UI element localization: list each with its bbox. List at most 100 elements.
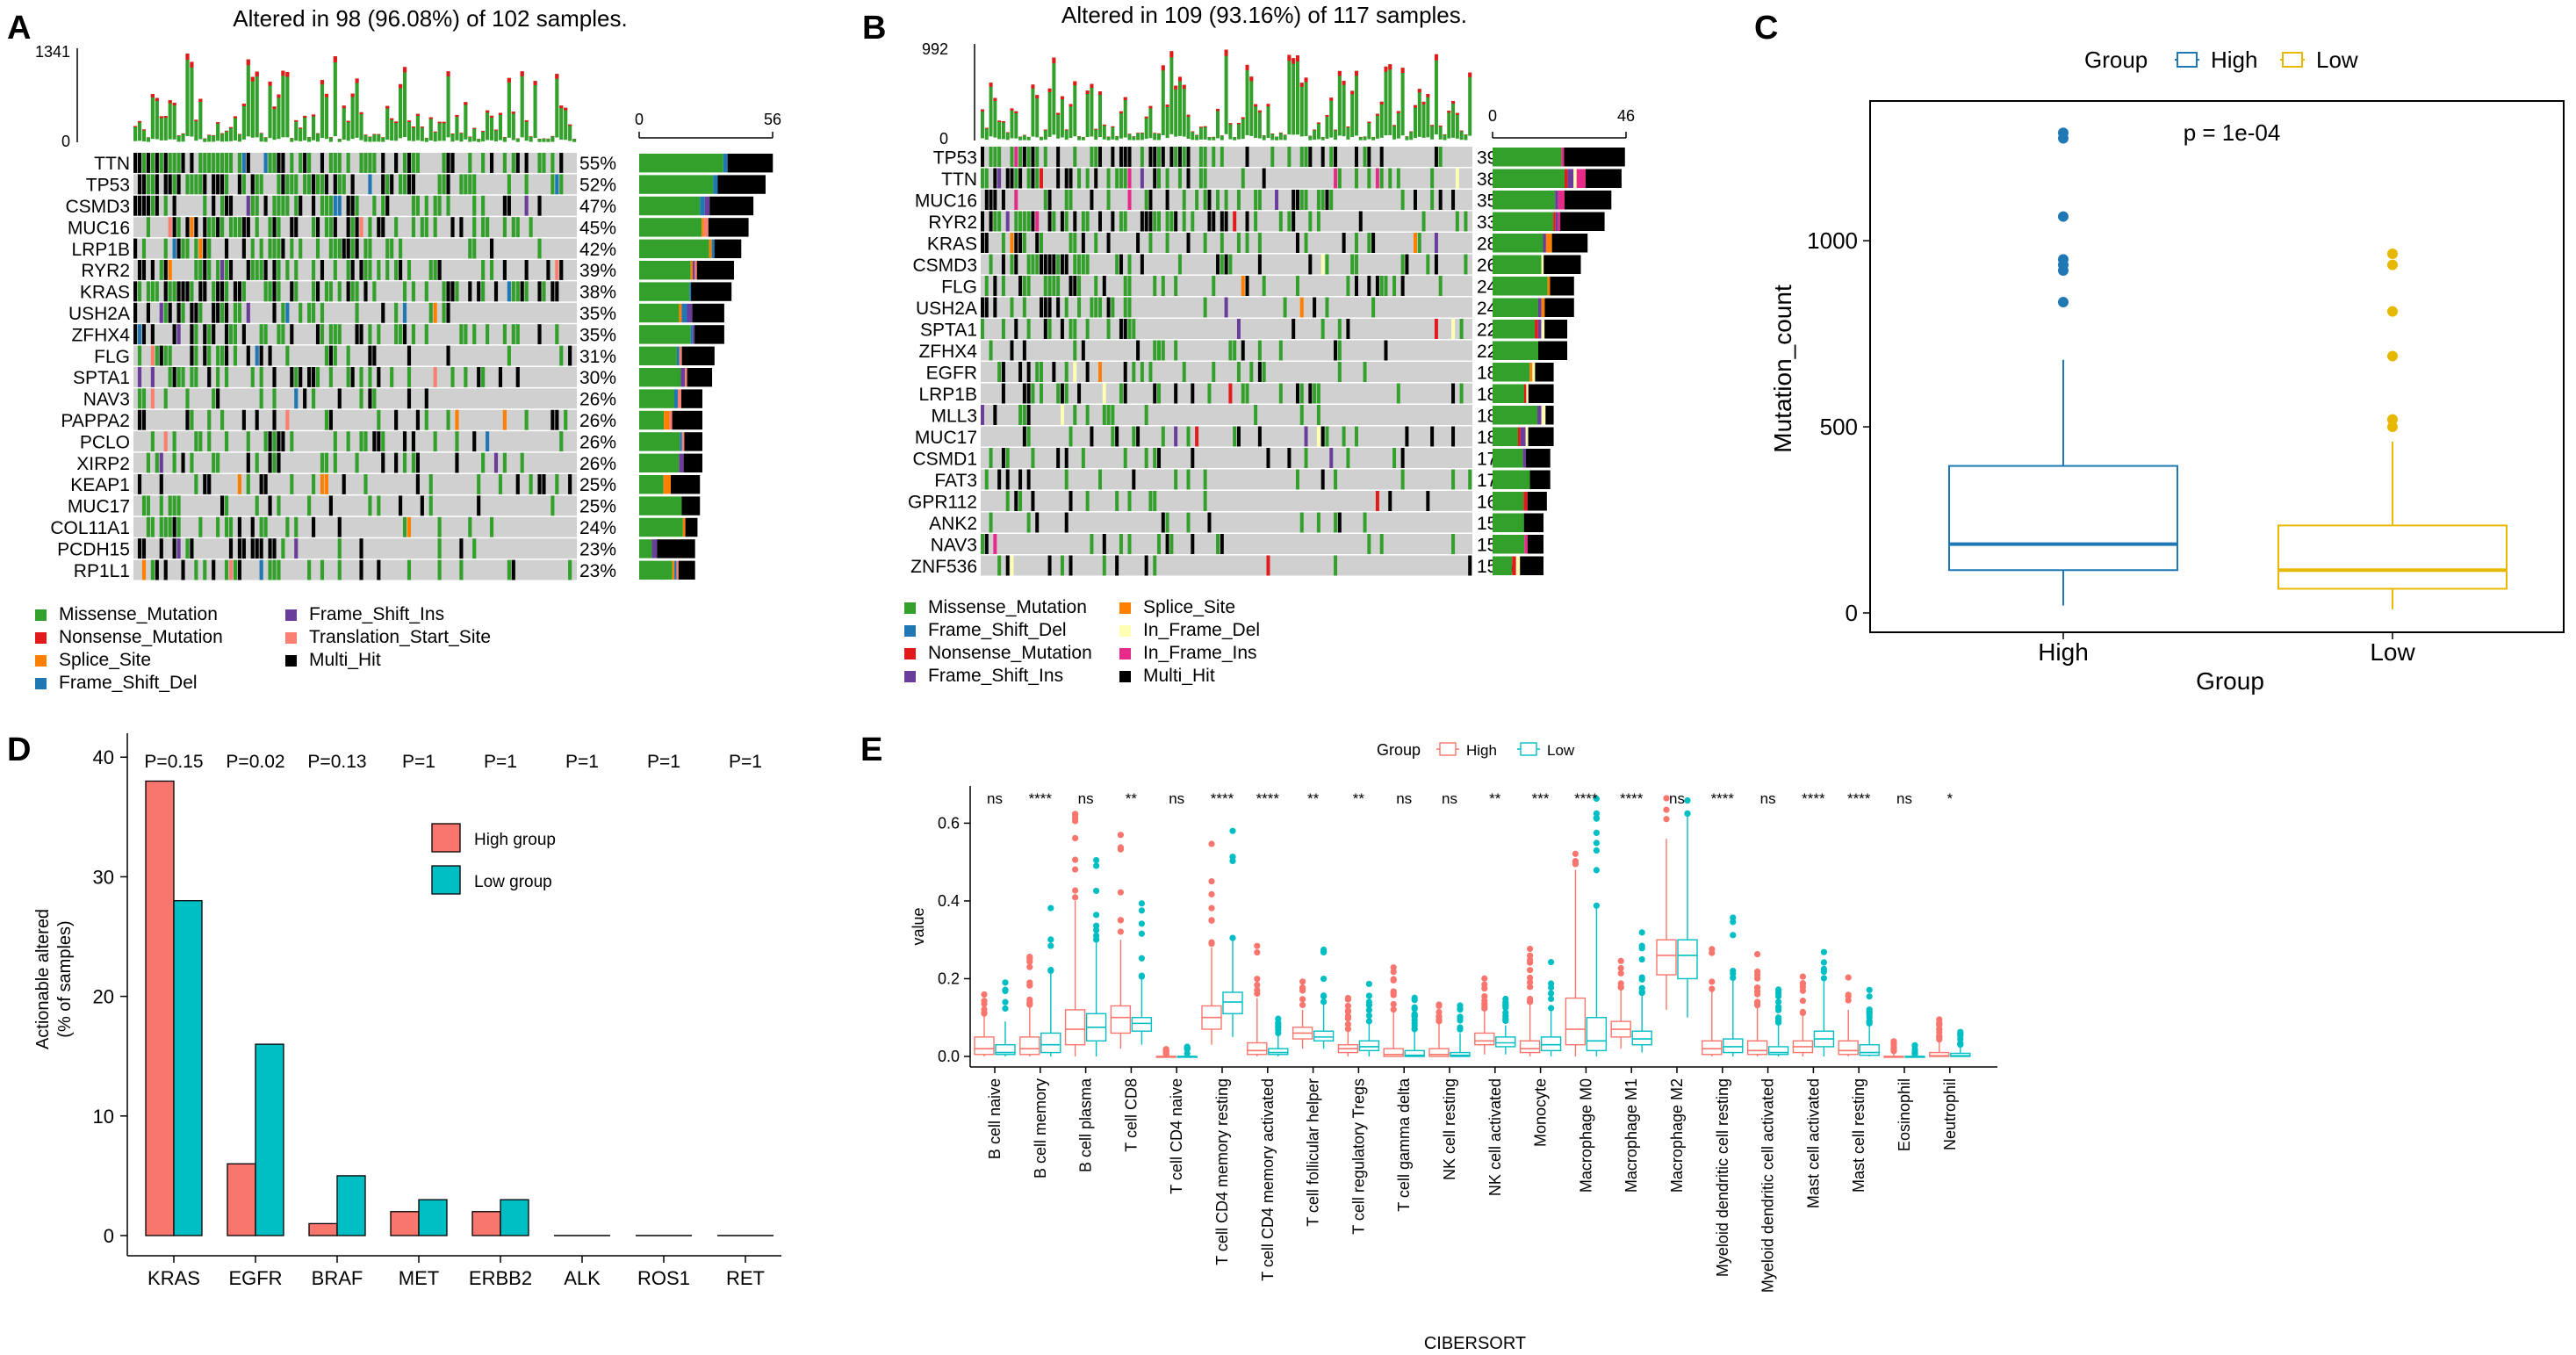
- mutation-cell: [346, 260, 350, 280]
- mutation-cell: [1186, 512, 1191, 533]
- mutation-cell: [1426, 491, 1430, 511]
- mutation-cell: [1320, 147, 1325, 167]
- mutation-cell: [568, 474, 572, 494]
- x-tick-label: T cell CD4 naive: [1168, 1078, 1185, 1194]
- mutation-cell: [203, 324, 207, 345]
- box: [1519, 1040, 1541, 1054]
- mutation-cell: [399, 174, 403, 195]
- tmb-bar: [1060, 96, 1064, 138]
- matrix-row-bg: [133, 409, 577, 430]
- y-tick-label: 500: [1820, 414, 1858, 440]
- gene-bar-segment: [1541, 298, 1545, 317]
- gene-bar-segment: [1537, 298, 1542, 317]
- tmb-bar-cap: [564, 107, 568, 111]
- mutation-cell: [176, 516, 181, 537]
- panel-e-legend-title: Group: [1377, 741, 1421, 759]
- mutation-cell: [168, 217, 172, 238]
- tmb-bar-cap: [524, 119, 529, 122]
- x-tick-label: T cell CD4 memory resting: [1213, 1078, 1231, 1265]
- mutation-cell: [1174, 383, 1178, 404]
- mutation-cell: [324, 452, 328, 473]
- tmb-bar: [216, 122, 220, 141]
- mutation-cell: [237, 302, 241, 323]
- mutation-cell: [1371, 297, 1376, 318]
- mutation-cell: [1165, 168, 1169, 189]
- mutation-cell: [1106, 297, 1111, 318]
- gene-bar-segment: [1558, 191, 1565, 210]
- mutation-cell: [355, 452, 359, 473]
- mutation-cell: [277, 260, 281, 280]
- mutation-cell: [502, 195, 507, 216]
- mutation-cell: [1119, 534, 1123, 554]
- tmb-bar: [537, 138, 542, 142]
- mutation-cell: [1337, 319, 1342, 339]
- matrix-row-bg: [981, 233, 1472, 253]
- mutation-cell: [255, 260, 259, 280]
- gene-bar-segment: [639, 282, 690, 301]
- mutation-cell: [1342, 426, 1346, 447]
- mutation-cell: [172, 538, 176, 559]
- mutation-cell: [194, 302, 198, 323]
- tmb-bar: [372, 133, 377, 142]
- mutation-cell: [402, 516, 407, 537]
- panel-c-letter: C: [1754, 10, 1778, 47]
- mutation-cell: [1127, 491, 1132, 511]
- pvalue-label: P=1: [402, 752, 435, 772]
- gene-label: MLL3: [931, 406, 977, 426]
- mutation-cell: [241, 217, 246, 238]
- mutation-cell: [155, 174, 159, 195]
- mutation-cell: [1304, 448, 1308, 468]
- tmb-bar-cap: [446, 71, 450, 76]
- gene-bar-segment: [685, 517, 698, 537]
- mutation-cell: [320, 302, 325, 323]
- mutation-cell: [1069, 426, 1073, 447]
- tmb-bar: [1430, 125, 1435, 140]
- mutation-cell: [190, 217, 194, 238]
- gene-bar-segment: [1525, 427, 1529, 446]
- tmb-bar: [1409, 131, 1414, 141]
- tmb-bar-cap: [1111, 126, 1115, 127]
- mutation-cell: [277, 153, 281, 173]
- x-tick-label: Mast cell activated: [1804, 1078, 1822, 1208]
- mutation-cell: [372, 431, 377, 452]
- tmb-bar-cap: [1426, 93, 1430, 97]
- mutation-cell: [181, 281, 185, 302]
- outlier-point: [1093, 936, 1100, 943]
- tmb-bar: [486, 110, 490, 141]
- outlier-point: [1093, 856, 1100, 864]
- mutation-cell: [1262, 168, 1266, 189]
- mutation-cell: [333, 345, 337, 366]
- mutation-cell: [1254, 405, 1258, 425]
- mutation-cell: [1320, 469, 1325, 490]
- panel-e-ylabel: value: [910, 907, 927, 945]
- x-tick-label: Low: [2370, 638, 2415, 666]
- box: [1631, 1030, 1652, 1046]
- gene-bar-segment: [1535, 320, 1538, 339]
- outlier-point: [1208, 941, 1215, 948]
- legend-label: Splice_Site: [59, 650, 151, 670]
- mutation-cell: [146, 217, 151, 238]
- mutation-cell: [1001, 233, 1005, 253]
- outlier-point: [1365, 1018, 1372, 1025]
- mutation-cell: [1022, 147, 1026, 167]
- panel-a-legend: Missense_MutationNonsense_MutationSplice…: [35, 604, 491, 693]
- gene-label: USH2A: [916, 299, 977, 319]
- tmb-bar: [1308, 135, 1313, 141]
- mutation-cell: [285, 174, 290, 195]
- gene-label: RYR2: [928, 213, 977, 233]
- mutation-cell: [172, 217, 176, 238]
- mutation-cell: [259, 538, 263, 559]
- mutation-cell: [1430, 426, 1435, 447]
- tmb-bar-cap: [333, 56, 337, 62]
- mutation-cell: [1148, 211, 1153, 232]
- tmb-bar-cap: [1421, 101, 1426, 105]
- tmb-bar: [1270, 133, 1275, 141]
- mutation-cell: [502, 260, 507, 280]
- tmb-bar: [1342, 80, 1346, 137]
- tmb-bar: [141, 129, 147, 141]
- legend-label: Frame_Shift_Del: [928, 620, 1067, 640]
- outlier-point: [1911, 1045, 1918, 1053]
- gene-bar-segment: [1527, 535, 1543, 554]
- mutation-cell: [216, 174, 220, 195]
- tmb-bar-cap: [1430, 125, 1435, 126]
